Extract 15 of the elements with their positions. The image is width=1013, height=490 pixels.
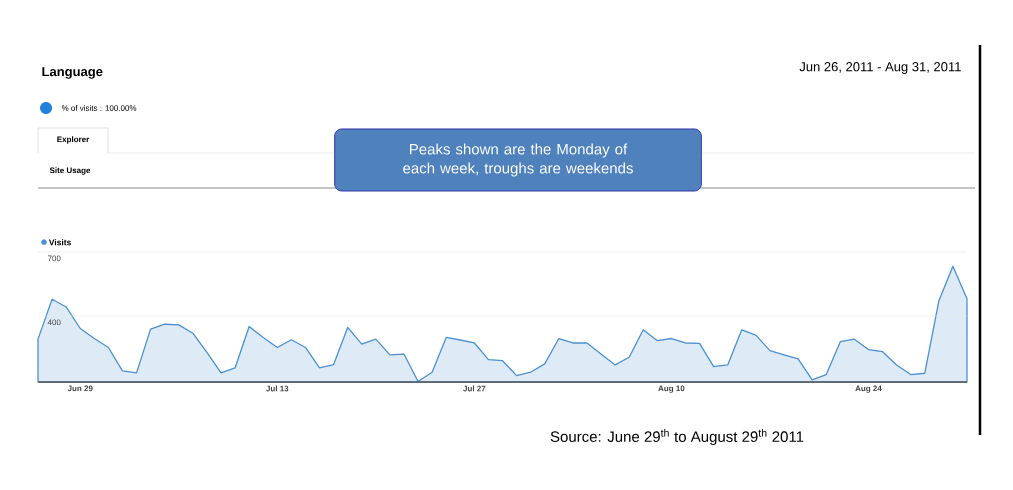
text: Visits bbox=[48, 239, 71, 246]
x-tick-label: Jun 29 bbox=[67, 385, 93, 392]
chart-title: Language bbox=[42, 67, 103, 79]
text: Peaks shown are the Monday of each week, troughs are weekends bbox=[403, 143, 633, 177]
x-tick-label: Aug 10 bbox=[658, 385, 685, 393]
y-tick-label: 400 bbox=[47, 319, 61, 326]
text: % of visits : 100.00% bbox=[61, 105, 137, 111]
x-tick-label: Jul 13 bbox=[266, 385, 289, 392]
text: Site Usage bbox=[49, 167, 91, 175]
x-tick-label: Jul 27 bbox=[463, 385, 486, 392]
chart-subtitle: Jun 26, 2011 - Aug 31, 2011 bbox=[799, 62, 961, 74]
text: Explorer bbox=[57, 136, 90, 144]
x-tick-label: Aug 24 bbox=[855, 385, 882, 393]
y-tick-label: 700 bbox=[47, 255, 61, 262]
source-note: Source: June 29$^{th}$ to August 29$^{th}$ 2011 bbox=[550, 429, 804, 445]
